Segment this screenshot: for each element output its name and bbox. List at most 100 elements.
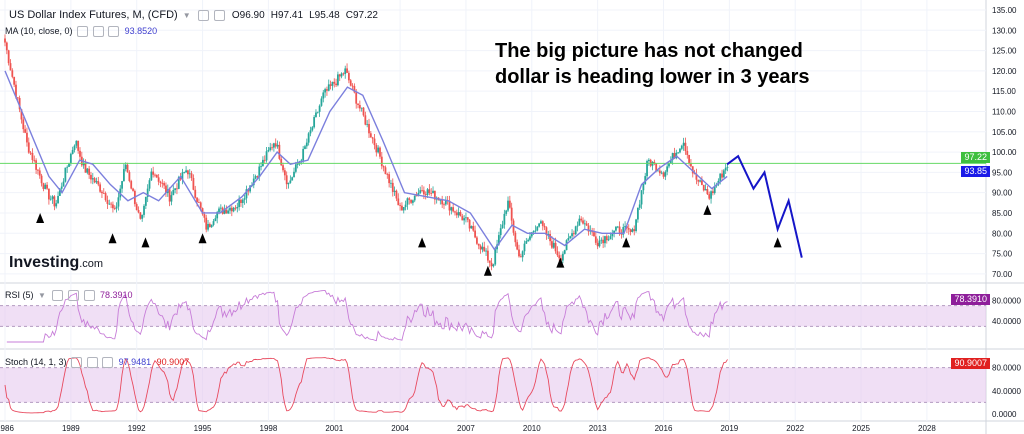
candle-body [567, 238, 570, 241]
settings-icon[interactable] [67, 290, 79, 302]
symbol-name[interactable]: US Dollar Index Futures, M, (CFD) [9, 9, 178, 21]
candle-body [523, 243, 526, 252]
candle-body [666, 166, 669, 172]
candle-body [402, 207, 405, 211]
close-icon[interactable] [83, 290, 95, 302]
candle-body [476, 237, 478, 244]
eye-icon[interactable] [197, 9, 209, 21]
candle-body [518, 249, 520, 257]
stoch-legend[interactable]: Stoch (14, 1, 3) 97.9481 90.9007 [5, 357, 189, 369]
candle-body [212, 221, 215, 225]
candle-body [375, 145, 378, 153]
candle-body [300, 160, 303, 162]
settings-icon[interactable] [86, 357, 98, 369]
candle-body [618, 226, 621, 233]
y-tick-label: 85.00 [992, 209, 1013, 218]
candle-body [86, 168, 89, 173]
candle-body [430, 193, 433, 194]
candle-body [165, 185, 167, 194]
rsi-legend[interactable]: RSI (5) ▼ 78.3910 [5, 290, 133, 302]
candle-body [412, 200, 414, 203]
candle-body [342, 73, 345, 75]
x-tick-label: 2022 [786, 424, 804, 433]
candle-body [99, 184, 102, 192]
close-icon[interactable] [108, 26, 120, 38]
candle-body [285, 175, 288, 185]
candle-body [358, 104, 361, 109]
eye-icon[interactable] [71, 357, 83, 369]
close-label: C [345, 10, 353, 21]
candle-body [669, 160, 672, 164]
symbol-legend[interactable]: US Dollar Index Futures, M, (CFD) ▼ O96.… [9, 9, 378, 21]
candle-body [682, 142, 685, 146]
bottom-marker-triangle [108, 233, 117, 244]
candle-body [75, 140, 78, 146]
candle-body [326, 89, 328, 91]
candle-body [152, 171, 155, 175]
x-tick-label: 2013 [589, 424, 607, 433]
candle-body [320, 98, 323, 106]
candle-body [351, 85, 354, 87]
settings-icon[interactable] [92, 26, 104, 38]
candle-body [613, 230, 616, 234]
candle-body [126, 164, 129, 173]
candle-body [293, 171, 295, 178]
candle-body [702, 184, 705, 191]
rsi-label[interactable]: RSI (5) [5, 290, 34, 300]
candle-body [53, 196, 56, 207]
candle-body [296, 164, 299, 165]
candle-body [22, 119, 25, 130]
candle-body [483, 246, 486, 252]
candle-body [448, 200, 451, 211]
candle-body [406, 198, 409, 205]
candle-body [172, 189, 175, 196]
candle-body [516, 242, 519, 250]
candle-body [472, 226, 475, 231]
candle-body [713, 186, 716, 194]
eye-icon[interactable] [52, 290, 64, 302]
y-tick-label: 90.00 [992, 189, 1013, 198]
candle-body [254, 176, 257, 179]
candle-body [673, 153, 676, 159]
candle-body [719, 173, 722, 181]
candle-body [245, 189, 248, 199]
settings-icon[interactable] [213, 9, 225, 21]
candle-body [388, 174, 391, 184]
ma-label[interactable]: MA (10, close, 0) [5, 26, 73, 36]
candle-body [236, 206, 239, 209]
candle-body [519, 256, 522, 258]
eye-icon[interactable] [77, 26, 89, 38]
candle-body [278, 144, 281, 159]
candle-body [11, 70, 14, 77]
candle-body [287, 182, 290, 185]
candle-body [337, 74, 339, 86]
candle-body [695, 173, 698, 180]
ma-legend[interactable]: MA (10, close, 0) 93.8520 [5, 26, 157, 38]
stoch-label[interactable]: Stoch (14, 1, 3) [5, 357, 67, 367]
candle-body [150, 171, 153, 181]
stoch-tick-label: 40.0000 [992, 387, 1021, 396]
candle-body [124, 164, 127, 170]
candle-body [470, 226, 473, 229]
candle-body [426, 189, 429, 195]
chevron-down-icon[interactable]: ▼ [38, 291, 46, 301]
candle-body [721, 173, 723, 178]
close-value: 97.22 [352, 10, 378, 21]
candle-body [185, 170, 187, 173]
candle-body [686, 150, 689, 155]
candle-body [68, 162, 70, 167]
candle-body [93, 178, 96, 183]
chevron-down-icon[interactable]: ▼ [182, 10, 191, 20]
candle-body [530, 232, 533, 237]
candle-body [615, 226, 617, 231]
close-icon[interactable] [102, 357, 114, 369]
candle-body [611, 233, 614, 237]
stoch-k-line [4, 357, 728, 414]
candle-body [349, 80, 352, 86]
candle-body [241, 199, 244, 203]
candle-body [507, 200, 509, 211]
candle-body [439, 199, 442, 201]
candle-body [31, 152, 34, 161]
candle-body [474, 230, 476, 238]
